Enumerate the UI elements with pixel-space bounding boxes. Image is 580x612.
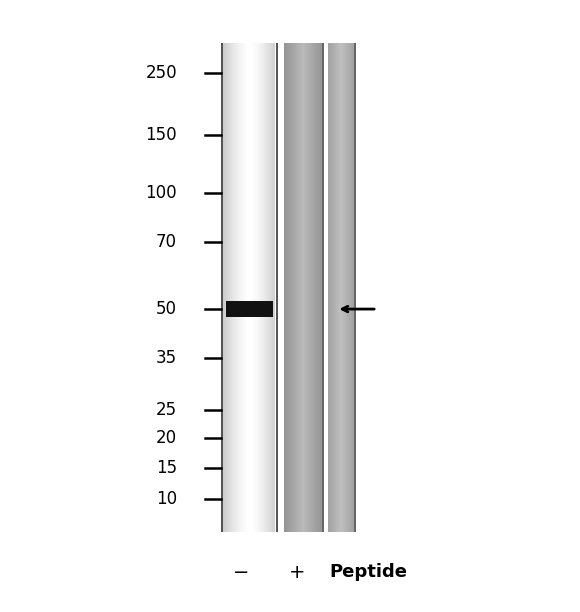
Bar — [232, 43, 233, 532]
Text: Peptide: Peptide — [329, 563, 407, 581]
Text: +: + — [289, 562, 305, 582]
Bar — [274, 43, 275, 532]
Bar — [260, 43, 261, 532]
Bar — [221, 43, 223, 532]
Bar — [258, 43, 259, 532]
Bar — [239, 43, 240, 532]
Bar — [233, 43, 234, 532]
Bar — [227, 43, 228, 532]
Bar — [250, 43, 251, 532]
Bar — [243, 43, 244, 532]
Bar — [241, 43, 242, 532]
Bar — [263, 43, 264, 532]
Text: 100: 100 — [145, 184, 177, 202]
Bar — [226, 43, 227, 532]
Bar — [252, 43, 253, 532]
Bar — [224, 43, 225, 532]
Bar — [264, 43, 265, 532]
Text: −: − — [233, 562, 249, 582]
Bar — [230, 43, 231, 532]
Bar — [254, 43, 255, 532]
Bar — [253, 43, 254, 532]
Text: 50: 50 — [156, 300, 177, 318]
Bar — [249, 43, 250, 532]
Bar — [240, 43, 241, 532]
Bar — [229, 43, 230, 532]
Bar — [235, 43, 237, 532]
Bar — [251, 43, 252, 532]
Bar — [354, 43, 356, 532]
Bar — [265, 43, 266, 532]
Bar — [272, 43, 273, 532]
Bar — [225, 43, 226, 532]
Bar — [248, 43, 249, 532]
Bar — [231, 43, 232, 532]
Bar — [223, 43, 224, 532]
Bar — [261, 43, 262, 532]
Bar — [242, 43, 243, 532]
Bar — [266, 43, 267, 532]
Bar — [268, 43, 269, 532]
Bar — [322, 43, 324, 532]
Text: 10: 10 — [156, 490, 177, 508]
Bar — [238, 43, 239, 532]
Bar — [255, 43, 256, 532]
Text: 25: 25 — [156, 401, 177, 419]
Bar — [237, 43, 238, 532]
Bar — [273, 43, 274, 532]
Bar — [271, 43, 272, 532]
Bar — [228, 43, 229, 532]
Bar — [226, 302, 273, 317]
Text: 20: 20 — [156, 428, 177, 447]
Text: 150: 150 — [145, 125, 177, 144]
Bar — [247, 43, 248, 532]
Bar — [270, 43, 271, 532]
Bar — [244, 43, 245, 532]
Bar — [234, 43, 235, 532]
Bar — [245, 43, 246, 532]
Bar — [256, 43, 257, 532]
Text: 250: 250 — [145, 64, 177, 83]
Bar — [246, 43, 247, 532]
Bar — [259, 43, 260, 532]
Text: 70: 70 — [156, 233, 177, 251]
Bar — [262, 43, 263, 532]
Text: 35: 35 — [156, 349, 177, 367]
Bar — [276, 43, 278, 532]
Bar — [269, 43, 270, 532]
Text: 15: 15 — [156, 459, 177, 477]
